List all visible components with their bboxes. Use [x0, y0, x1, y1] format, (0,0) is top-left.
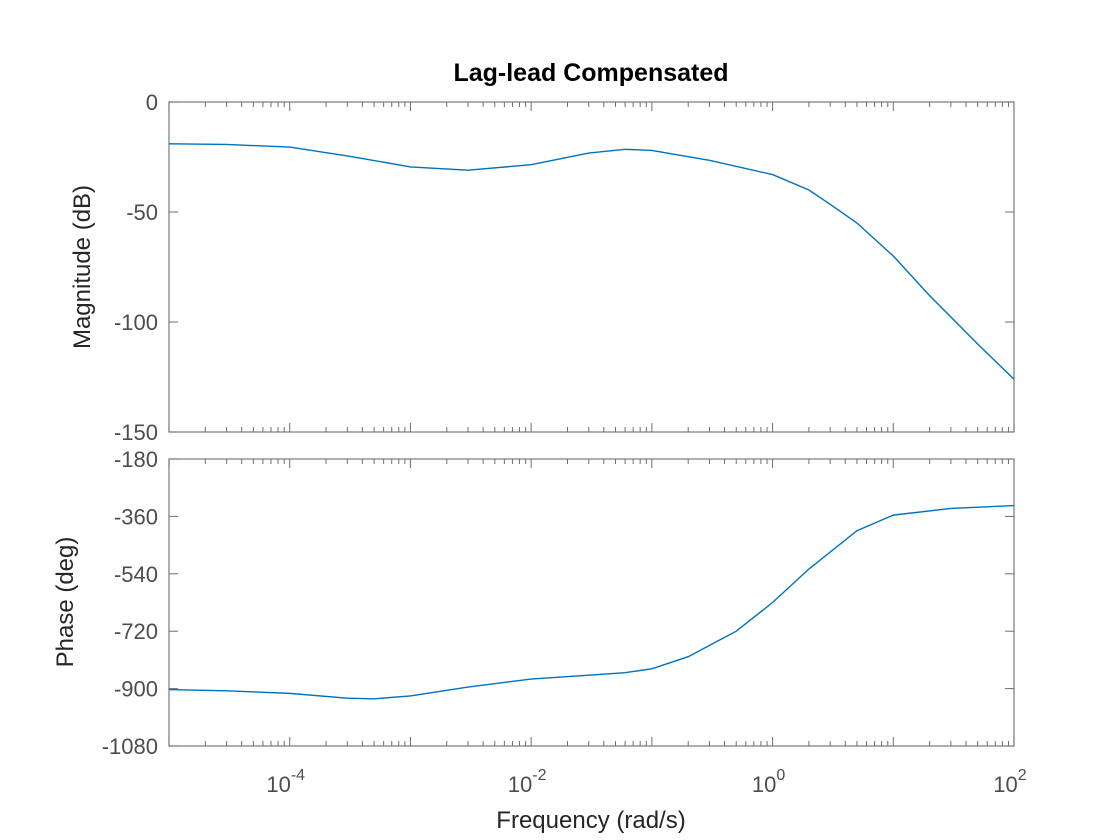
magnitude-ticks [168, 101, 1015, 433]
magnitude-series-line [168, 143, 1015, 380]
y-tick-label: -150 [114, 420, 158, 445]
y-tick-label: -720 [114, 619, 158, 644]
phase-ylabel: Phase (deg) [52, 537, 79, 668]
x-tick-label: 10-2 [508, 767, 547, 797]
y-tick-label: -1080 [102, 734, 158, 759]
y-tick-label: -900 [114, 677, 158, 702]
y-tick-label: -360 [114, 504, 158, 529]
y-tick-label: -180 [114, 447, 158, 472]
x-tick-labels: 10-4 10-2 100 102 [266, 767, 1026, 797]
magnitude-axes: 0 -50 -100 -150 Magnitude (dB) [69, 90, 1015, 445]
phase-ticks [168, 458, 1015, 747]
phase-axes-box [168, 458, 1015, 747]
y-tick-label: 0 [146, 90, 158, 115]
phase-y-tick-labels: -180 -360 -540 -720 -900 -1080 [102, 447, 158, 759]
x-tick-label: 102 [993, 767, 1026, 797]
y-tick-label: -540 [114, 562, 158, 587]
x-tick-label: 100 [752, 767, 785, 797]
x-axis-label: Frequency (rad/s) [496, 807, 685, 834]
phase-series-line [168, 504, 1015, 700]
phase-axes: -180 -360 -540 -720 -900 -1080 Phase (deg) [52, 447, 1015, 759]
chart-title: Lag-lead Compensated [453, 59, 728, 87]
y-tick-label: -100 [114, 310, 158, 335]
magnitude-y-tick-labels: 0 -50 -100 -150 [114, 90, 158, 445]
magnitude-ylabel: Magnitude (dB) [69, 185, 96, 349]
y-tick-label: -50 [126, 200, 158, 225]
x-tick-label: 10-4 [266, 767, 305, 797]
magnitude-axes-box [168, 101, 1015, 433]
